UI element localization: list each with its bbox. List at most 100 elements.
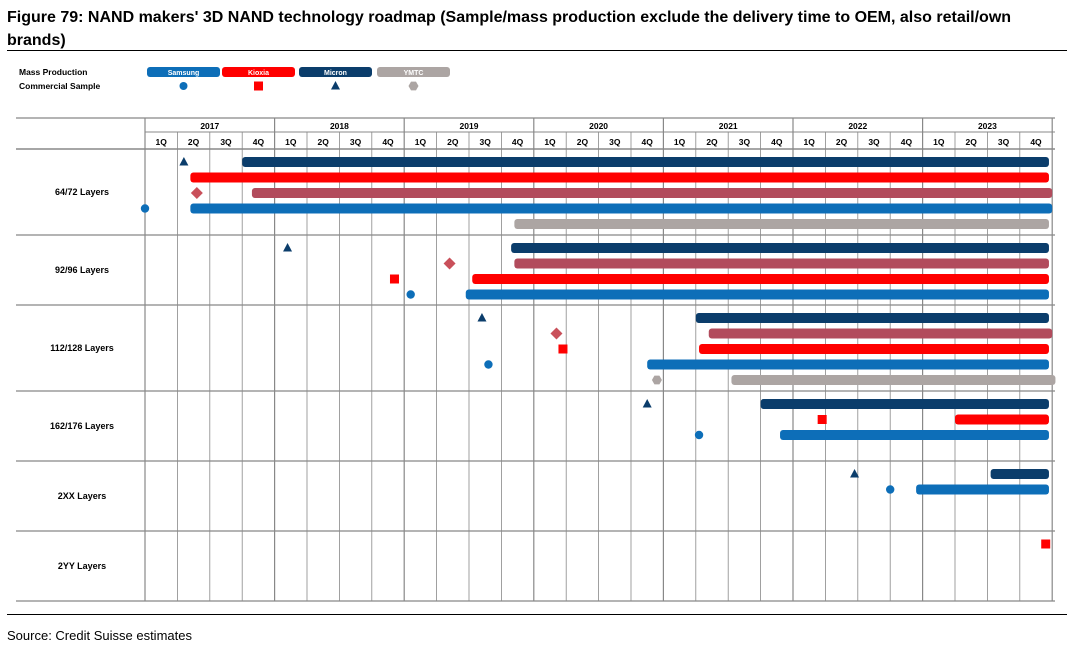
bar-64-72-layers-3	[190, 203, 1053, 214]
quarter-label-2021-3Q: 3Q	[739, 137, 751, 147]
row-label-162-176-layers: 162/176 Layers	[50, 421, 114, 431]
bar-64-72-layers-4	[514, 219, 1049, 229]
bar-92-96-layers-0	[511, 243, 1049, 253]
quarter-label-2017-1Q: 1Q	[156, 137, 168, 147]
bar-64-72-layers-1	[190, 172, 1049, 183]
row-labels: 64/72 Layers 92/96 Layers 112/128 Layers 16…	[50, 187, 114, 571]
legend-pill-samsung	[147, 67, 220, 77]
bar-112-128-layers-1	[708, 328, 1053, 339]
bar-64-72-layers-0	[242, 157, 1049, 167]
legend-name-ymtc: YMTC	[404, 70, 424, 77]
legend-pill-micron	[299, 67, 372, 77]
legend-name-samsung: Samsung	[168, 70, 200, 77]
bar-92-96-layers-1	[514, 258, 1049, 269]
bar-112-128-layers-4	[731, 375, 1056, 385]
year-label-2021: 2021	[719, 121, 738, 131]
marker-hexagon-112-128-layers	[651, 375, 662, 385]
bar-112-128-layers-3	[647, 359, 1049, 370]
marker-square-92-96-layers	[389, 274, 399, 284]
quarter-label-2020-4Q: 4Q	[642, 137, 654, 147]
quarter-label-2020-2Q: 2Q	[577, 137, 589, 147]
quarter-label-2018-2Q: 2Q	[318, 137, 330, 147]
legend: Mass Production Commercial Sample Samsung K…	[19, 67, 450, 91]
marker-circle-92-96-layers	[406, 290, 415, 299]
marker-circle-2xx-layers	[886, 485, 895, 494]
legend-commercial-sample-label: Commercial Sample	[19, 81, 101, 91]
time-axis: 2017 1Q 2Q 3Q 4Q 2018 1Q 2Q 3Q 4Q 2019 1Q 2Q 3Q 4Q 2020…	[156, 121, 1043, 147]
legend-marker-ymtc	[408, 81, 419, 91]
marker-circle-162-176-layers	[694, 430, 704, 440]
bar-2xx-layers-0	[990, 469, 1049, 479]
year-label-2020: 2020	[589, 121, 608, 131]
marker-triangle-64-72-layers	[179, 157, 189, 166]
quarter-label-2018-4Q: 4Q	[382, 137, 394, 147]
marker-circle-64-72-layers	[140, 204, 150, 213]
bar-2xx-layers-1	[916, 484, 1049, 495]
quarter-label-2018-3Q: 3Q	[350, 137, 362, 147]
legend-marker-micron	[331, 81, 340, 90]
legend-name-kioxia: Kioxia	[248, 70, 269, 77]
quarter-label-2021-2Q: 2Q	[706, 137, 718, 147]
marker-triangle-162-176-layers	[642, 399, 652, 408]
quarter-label-2019-1Q: 1Q	[415, 137, 427, 147]
quarter-label-2020-3Q: 3Q	[609, 137, 621, 147]
quarter-label-2017-4Q: 4Q	[253, 137, 265, 147]
bar-112-128-layers-0	[695, 313, 1049, 323]
bar-92-96-layers-2	[472, 274, 1049, 284]
year-label-2019: 2019	[460, 121, 479, 131]
row-label-2yy-layers: 2YY Layers	[58, 561, 106, 571]
quarter-label-2019-2Q: 2Q	[447, 137, 459, 147]
quarter-label-2018-1Q: 1Q	[285, 137, 297, 147]
marker-circle-112-128-layers	[484, 360, 493, 369]
quarter-label-2017-2Q: 2Q	[188, 137, 200, 147]
quarter-label-2022-2Q: 2Q	[836, 137, 848, 147]
legend-pill-kioxia	[222, 67, 295, 77]
legend-name-micron: Micron	[324, 70, 347, 77]
bars	[190, 157, 1056, 495]
row-label-2xx-layers: 2XX Layers	[58, 491, 107, 501]
marker-triangle-112-128-layers	[477, 313, 487, 322]
quarter-label-2023-4Q: 4Q	[1030, 137, 1042, 147]
quarter-label-2022-4Q: 4Q	[901, 137, 913, 147]
quarter-label-2019-3Q: 3Q	[480, 137, 492, 147]
legend-pill-ymtc	[377, 67, 450, 77]
quarter-label-2020-1Q: 1Q	[544, 137, 556, 147]
quarter-label-2022-1Q: 1Q	[804, 137, 816, 147]
year-label-2017: 2017	[200, 121, 219, 131]
roadmap-chart: Mass Production Commercial Sample Samsung K…	[16, 67, 1056, 602]
year-label-2022: 2022	[848, 121, 867, 131]
marker-triangle-92-96-layers	[283, 243, 293, 252]
bar-64-72-layers-2	[251, 188, 1053, 198]
title-rule	[7, 50, 1067, 51]
quarter-label-2021-1Q: 1Q	[674, 137, 686, 147]
legend-mass-production-label: Mass Production	[19, 67, 87, 77]
marker-diamond-112-128-layers	[550, 327, 563, 340]
marker-diamond-92-96-layers	[443, 257, 456, 270]
bar-112-128-layers-2	[699, 344, 1049, 354]
markers	[140, 157, 1051, 549]
marker-square-112-128-layers	[558, 344, 568, 354]
year-label-2018: 2018	[330, 121, 349, 131]
row-label-112-128-layers: 112/128 Layers	[50, 343, 114, 353]
marker-triangle-2xx-layers	[850, 469, 860, 478]
year-label-2023: 2023	[978, 121, 997, 131]
quarter-label-2017-3Q: 3Q	[220, 137, 232, 147]
legend-marker-kioxia	[254, 81, 263, 91]
quarter-label-2023-3Q: 3Q	[998, 137, 1010, 147]
source-note: Source: Credit Suisse estimates	[7, 628, 192, 643]
marker-diamond-64-72-layers	[190, 187, 203, 199]
bar-162-176-layers-1	[955, 414, 1049, 425]
quarter-label-2023-2Q: 2Q	[966, 137, 978, 147]
figure-title: Figure 79: NAND makers' 3D NAND technolo…	[7, 9, 1012, 49]
quarter-label-2019-4Q: 4Q	[512, 137, 524, 147]
marker-square-162-176-layers	[817, 415, 827, 424]
legend-marker-samsung	[179, 82, 188, 90]
quarter-label-2022-3Q: 3Q	[868, 137, 880, 147]
quarter-label-2023-1Q: 1Q	[933, 137, 945, 147]
marker-square-2yy-layers	[1041, 539, 1051, 549]
quarter-label-2021-4Q: 4Q	[771, 137, 783, 147]
bar-92-96-layers-3	[465, 289, 1049, 300]
bar-162-176-layers-2	[780, 430, 1049, 440]
row-label-92-96-layers: 92/96 Layers	[55, 265, 109, 275]
row-label-64-72-layers: 64/72 Layers	[55, 187, 109, 197]
